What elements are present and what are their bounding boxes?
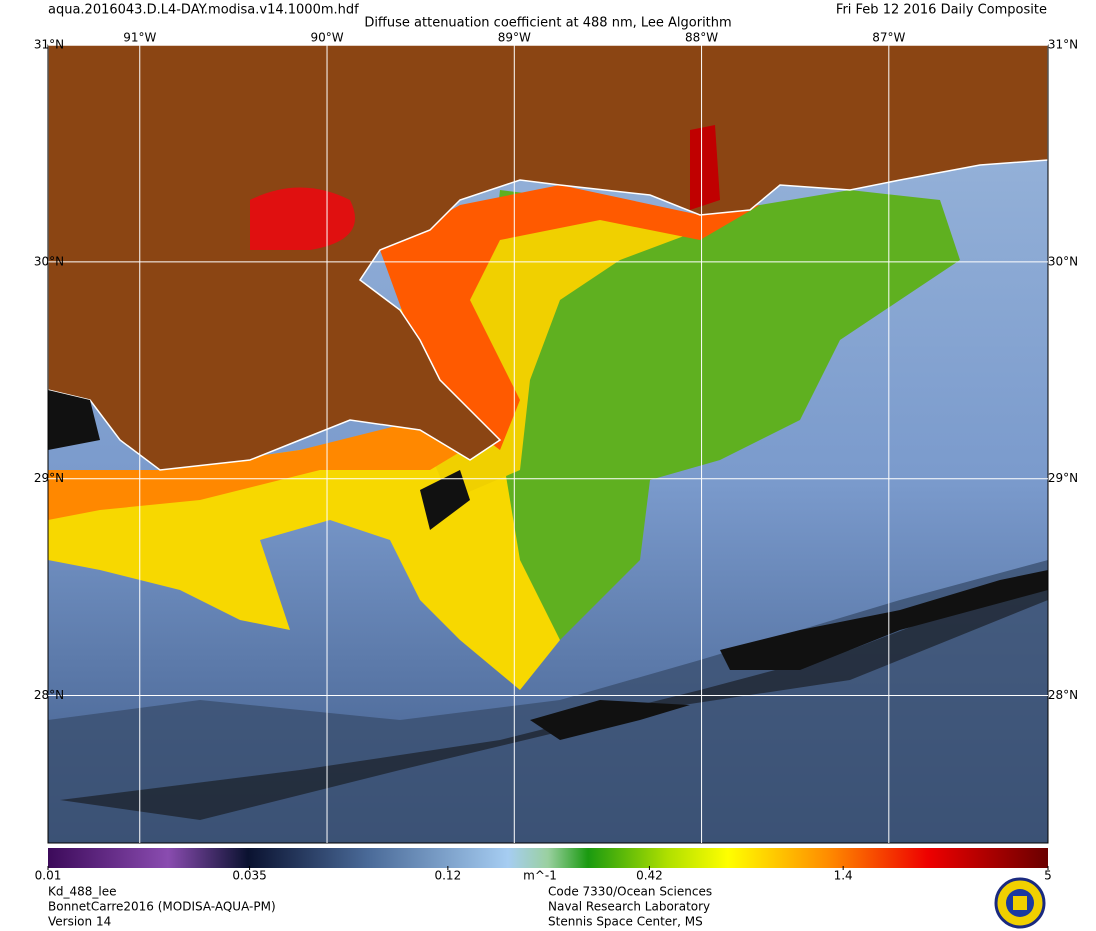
lat-label: 28°N — [1048, 688, 1078, 702]
product: Kd_488_lee — [48, 885, 117, 899]
map-title: Diffuse attenuation coefficient at 488 n… — [364, 16, 731, 31]
lat-label: 29°N — [34, 471, 64, 485]
lon-label: 88°W — [685, 31, 718, 45]
colorbar-tick-label: 0.42 — [636, 869, 663, 883]
colorbar-tick-label: 0.035 — [232, 869, 266, 883]
file-name: aqua.2016043.D.L4-DAY.modisa.v14.1000m.h… — [48, 3, 359, 18]
unit: m^-1 — [523, 869, 557, 883]
lon-label: 90°W — [310, 31, 343, 45]
logo — [994, 877, 1046, 929]
map-image — [48, 45, 1048, 843]
lon-label: 89°W — [498, 31, 531, 45]
lat-label: 30°N — [34, 254, 64, 268]
date: Fri Feb 12 2016 Daily Composite — [836, 3, 1047, 18]
organization: Code 7330/Ocean Sciences — [548, 885, 712, 899]
lat-label: 30°N — [1048, 254, 1078, 268]
organization: Naval Research Laboratory — [548, 900, 710, 914]
color-bar — [48, 848, 1048, 868]
colorbar-tick-label: 5 — [1044, 869, 1052, 883]
lon-label: 91°W — [123, 31, 156, 45]
lat-label: 29°N — [1048, 471, 1078, 485]
lat-label: 31°N — [34, 38, 64, 52]
organization: Stennis Space Center, MS — [548, 915, 703, 929]
colorbar-tick-label: 0.12 — [434, 869, 461, 883]
version: Version 14 — [48, 915, 111, 929]
lon-label: 87°W — [872, 31, 905, 45]
lat-label: 31°N — [1048, 38, 1078, 52]
colorbar-tick-label: 0.01 — [35, 869, 62, 883]
lat-label: 28°N — [34, 688, 64, 702]
colorbar-tick-label: 1.4 — [834, 869, 853, 883]
dataset: BonnetCarre2016 (MODISA-AQUA-PM) — [48, 900, 276, 914]
